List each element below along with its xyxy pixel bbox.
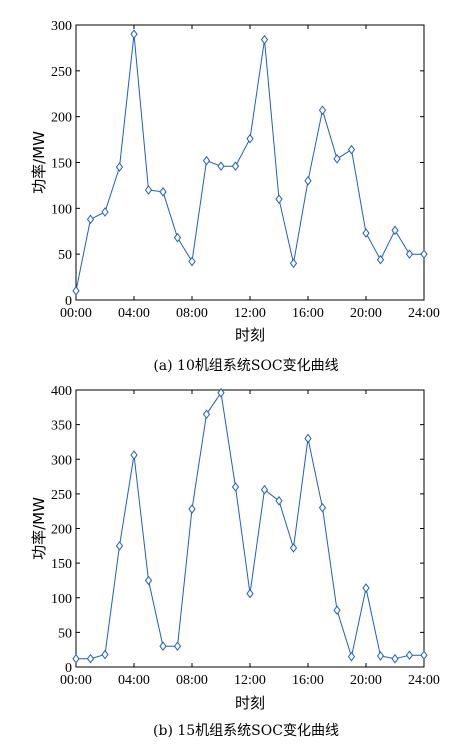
data-point-marker <box>347 144 356 155</box>
data-point-marker <box>318 502 327 513</box>
data-point-marker <box>289 543 298 553</box>
data-point-marker <box>86 653 95 664</box>
data-point-marker <box>130 450 138 460</box>
data-point-marker <box>101 207 109 217</box>
x-axis-label: 时刻 <box>235 694 265 712</box>
y-axis-label: 功率/MW <box>30 131 48 194</box>
data-point-marker <box>405 650 414 661</box>
data-point-marker <box>72 653 80 664</box>
data-point-marker <box>72 285 80 296</box>
y-tick-label: 0 <box>65 294 72 309</box>
x-tick-label: 16:00 <box>292 673 324 688</box>
data-point-marker <box>246 588 254 599</box>
data-point-marker <box>231 482 240 492</box>
data-point-marker <box>405 249 414 260</box>
x-tick-label: 00:00 <box>60 673 92 688</box>
data-point-marker <box>362 228 370 238</box>
y-tick-label: 300 <box>51 19 72 34</box>
data-point-marker <box>347 651 356 662</box>
data-point-marker <box>420 249 428 260</box>
data-point-marker <box>289 258 298 269</box>
plot-frame <box>75 389 425 668</box>
data-point-marker <box>173 641 182 652</box>
y-tick-label: 0 <box>65 661 72 676</box>
data-point-marker <box>217 387 225 398</box>
chart-a: 0 50 100 150 200 250 300 00:00 04:00 08:00 12:00 16… <box>30 19 440 374</box>
y-tick-label: 200 <box>51 111 72 126</box>
data-point-marker <box>144 185 153 195</box>
x-tick-label: 12:00 <box>234 306 266 321</box>
y-tick-label: 150 <box>51 557 72 572</box>
y-tick-label: 200 <box>51 523 72 538</box>
data-point-marker <box>246 133 254 144</box>
y-axis-label: 功率/MW <box>30 497 48 560</box>
x-tick-label: 24:00 <box>408 306 440 321</box>
x-tick-label: 20:00 <box>350 673 382 688</box>
x-tick-label: 16:00 <box>292 306 324 321</box>
plot-frame <box>75 24 425 301</box>
figure-caption: (a) 10机组系统SOC变化曲线 <box>153 358 338 374</box>
data-point-marker <box>304 175 312 186</box>
data-point-marker <box>130 29 138 40</box>
x-tick-label: 20:00 <box>350 306 382 321</box>
x-tick-label: 00:00 <box>60 306 92 321</box>
data-point-marker <box>260 34 269 45</box>
y-tick-label: 400 <box>51 384 72 399</box>
data-point-marker <box>362 583 370 593</box>
data-point-marker <box>391 225 399 236</box>
y-tick-label: 250 <box>51 65 72 80</box>
data-point-marker <box>420 650 428 661</box>
y-tick-label: 250 <box>51 488 72 503</box>
data-point-marker <box>202 409 211 420</box>
data-point-marker <box>86 214 95 225</box>
figure-caption: (b) 15机组系统SOC变化曲线 <box>153 723 339 739</box>
data-point-marker <box>318 105 327 116</box>
data-point-marker <box>333 153 341 164</box>
y-tick-label: 350 <box>51 419 72 434</box>
data-point-marker <box>260 484 269 495</box>
data-point-marker <box>115 162 124 172</box>
data-point-marker <box>188 256 196 267</box>
y-tick-label: 50 <box>58 248 72 263</box>
data-point-marker <box>275 194 283 205</box>
data-point-marker <box>159 641 167 652</box>
data-point-marker <box>217 161 225 172</box>
y-tick-label: 150 <box>51 157 72 172</box>
series-line <box>75 34 424 291</box>
y-tick-label: 300 <box>51 453 72 468</box>
x-tick-label: 24:00 <box>408 673 440 688</box>
data-point-marker <box>231 161 240 172</box>
data-point-marker <box>159 186 167 197</box>
x-tick-label: 04:00 <box>118 673 150 688</box>
data-point-marker <box>333 605 341 616</box>
x-tick-label: 08:00 <box>176 306 208 321</box>
y-tick-label: 100 <box>51 202 72 217</box>
data-point-marker <box>144 575 153 586</box>
chart-b: 0 50 100 150 200 250 300 350 400 00:00 04:00 08:00 1… <box>30 384 440 739</box>
y-tick-label: 50 <box>58 626 72 641</box>
data-point-marker <box>304 433 312 444</box>
data-point-marker <box>391 653 399 664</box>
data-point-marker <box>376 651 385 661</box>
data-point-marker <box>275 495 283 506</box>
data-point-marker <box>188 504 196 514</box>
x-tick-label: 04:00 <box>118 306 150 321</box>
y-tick-label: 100 <box>51 592 72 607</box>
data-point-marker <box>376 254 385 265</box>
series-line <box>76 391 424 660</box>
x-tick-label: 12:00 <box>234 673 266 688</box>
x-axis-label: 时刻 <box>235 326 265 344</box>
x-tick-label: 08:00 <box>176 673 208 688</box>
data-point-marker <box>202 155 211 166</box>
data-point-marker <box>115 540 124 551</box>
data-point-marker <box>173 232 182 243</box>
data-point-marker <box>101 649 109 660</box>
